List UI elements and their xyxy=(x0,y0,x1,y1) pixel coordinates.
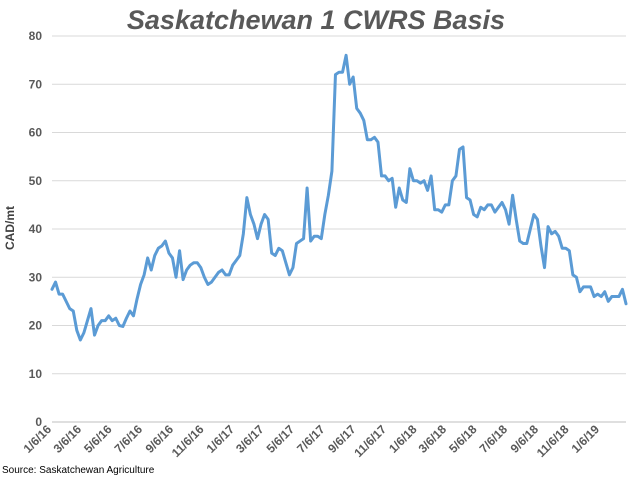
y-tick-label: 60 xyxy=(29,126,43,140)
x-tick-label: 3/6/18 xyxy=(416,422,450,456)
y-axis-label: CAD/mt xyxy=(3,206,17,250)
y-tick-label: 50 xyxy=(29,174,43,188)
y-tick-label: 20 xyxy=(29,319,43,333)
source-note: Source: Saskatchewan Agriculture xyxy=(2,465,155,476)
x-axis-ticks: 1/6/163/6/165/6/167/6/169/6/1611/6/161/6… xyxy=(21,422,603,460)
x-tick-label: 5/6/16 xyxy=(81,422,115,456)
x-tick-label: 5/6/18 xyxy=(446,422,480,456)
y-tick-label: 70 xyxy=(29,77,43,91)
x-tick-label: 3/6/17 xyxy=(233,422,267,456)
y-tick-label: 40 xyxy=(29,222,43,236)
y-tick-label: 10 xyxy=(29,367,43,381)
chart-title: Saskatchewan 1 CWRS Basis xyxy=(127,5,505,35)
x-tick-label: 3/6/16 xyxy=(51,422,85,456)
x-tick-label: 7/6/17 xyxy=(294,422,328,456)
x-tick-label: 11/6/18 xyxy=(534,422,572,460)
x-tick-label: 7/6/18 xyxy=(477,422,511,456)
y-tick-label: 80 xyxy=(29,29,43,43)
gridlines xyxy=(52,35,626,375)
x-tick-label: 11/6/16 xyxy=(169,422,207,460)
y-tick-label: 30 xyxy=(29,270,43,284)
y-tick-label: 0 xyxy=(35,415,42,429)
x-tick-label: 11/6/17 xyxy=(351,422,389,460)
x-tick-label: 1/6/17 xyxy=(204,422,238,456)
x-tick-label: 1/6/18 xyxy=(386,422,420,456)
x-tick-label: 1/6/19 xyxy=(569,422,603,456)
x-tick-label: 7/6/16 xyxy=(112,422,146,456)
x-tick-label: 5/6/17 xyxy=(264,422,298,456)
series-line xyxy=(50,53,628,342)
y-axis-ticks: 0 10 20 30 40 50 60 70 80 xyxy=(29,29,43,429)
